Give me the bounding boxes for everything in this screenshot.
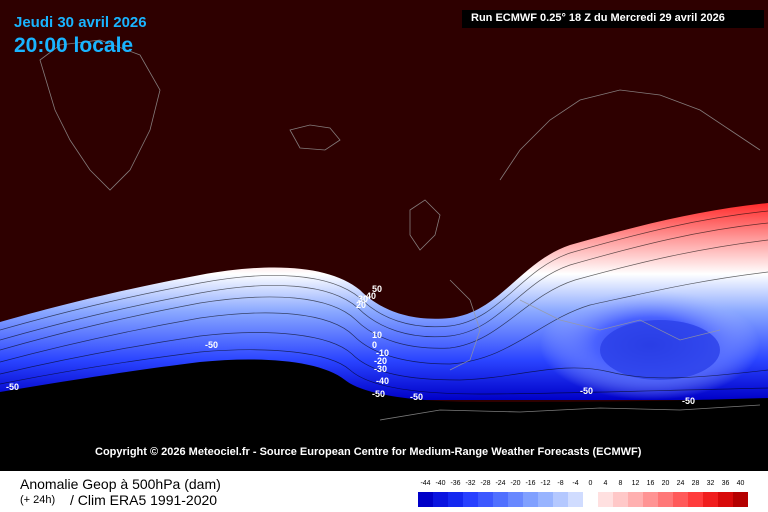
contour-label: -50 — [205, 340, 218, 350]
color-scale — [418, 492, 748, 507]
color-scale-swatch — [493, 492, 508, 507]
color-scale-swatch — [553, 492, 568, 507]
color-scale-swatch — [733, 492, 748, 507]
contour-label-group: 50 40 30 20 10 0 -10 -20 -30 -40 -50 -50… — [6, 284, 695, 406]
contour-label: -50 — [682, 396, 695, 406]
contour-label: 20 — [356, 300, 366, 310]
color-scale-tick-label: -8 — [557, 480, 564, 487]
color-scale-swatch — [433, 492, 448, 507]
color-scale-swatch — [568, 492, 583, 507]
contour-label: -30 — [374, 364, 387, 374]
legend-lead-time: (+ 24h) — [20, 494, 56, 506]
run-label-box — [462, 10, 764, 28]
contour-label: 0 — [372, 340, 377, 350]
forecast-time: 20:00 locale — [14, 34, 134, 57]
color-scale-tick-label: 4 — [603, 480, 608, 487]
color-scale-swatch — [463, 492, 478, 507]
color-scale-tick-label: 16 — [646, 480, 655, 487]
color-scale-tick-label: 8 — [618, 480, 623, 487]
color-scale-tick-label: -4 — [572, 480, 579, 487]
color-scale-tick-label: 24 — [676, 480, 685, 487]
color-scale-swatch — [673, 492, 688, 507]
copyright-notice: Copyright © 2026 Meteociel.fr - Source E… — [95, 446, 642, 458]
contour-label: -50 — [6, 382, 19, 392]
color-scale-tick-label: -32 — [465, 480, 476, 487]
color-scale-swatch — [598, 492, 613, 507]
color-scale-tick-label: 0 — [588, 480, 593, 487]
color-scale-swatch — [658, 492, 673, 507]
color-scale-swatch — [628, 492, 643, 507]
color-scale-swatch — [478, 492, 493, 507]
contour-lines — [0, 210, 768, 395]
color-scale-tick-label: -44 — [420, 480, 431, 487]
contour-label: 40 — [366, 291, 376, 301]
south-region — [0, 359, 768, 471]
color-scale-tick-label: 20 — [661, 480, 670, 487]
color-scale-tick-label: -40 — [435, 480, 446, 487]
contour-label: 10 — [372, 330, 382, 340]
color-scale-swatch — [583, 492, 598, 507]
color-scale-tick-label: -28 — [480, 480, 491, 487]
color-scale-tick-label: -16 — [525, 480, 536, 487]
color-scale-swatch — [523, 492, 538, 507]
run-label: Run ECMWF 0.25° 18 Z du Mercredi 29 avri… — [471, 12, 725, 24]
color-scale-tick-label: 28 — [691, 480, 700, 487]
color-scale-tick-label: -36 — [450, 480, 461, 487]
color-scale-tick-label: -20 — [510, 480, 521, 487]
color-scale-swatch — [538, 492, 553, 507]
legend-title: Anomalie Geop à 500hPa (dam) — [20, 476, 221, 492]
color-scale-tick-label: -24 — [495, 480, 506, 487]
color-scale-tick-label: 36 — [721, 480, 730, 487]
color-scale-swatch — [613, 492, 628, 507]
contour-label: -50 — [410, 392, 423, 402]
coastlines — [39, 39, 761, 421]
color-scale-swatch — [508, 492, 523, 507]
color-scale-tick-label: -12 — [540, 480, 551, 487]
forecast-date: Jeudi 30 avril 2026 — [14, 14, 147, 31]
contour-label: -10 — [376, 348, 389, 358]
color-scale-swatch — [418, 492, 433, 507]
color-scale-tick-label: 32 — [706, 480, 715, 487]
contour-label: -40 — [376, 376, 389, 386]
contour-label: -20 — [374, 356, 387, 366]
color-scale-swatch — [718, 492, 733, 507]
color-scale-swatch — [688, 492, 703, 507]
color-scale-tick-label: 12 — [631, 480, 640, 487]
color-scale-swatch — [643, 492, 658, 507]
color-scale-swatch — [703, 492, 718, 507]
contour-label: -50 — [580, 386, 593, 396]
color-scale-tick-label: 40 — [736, 480, 745, 487]
color-scale-swatch — [448, 492, 463, 507]
contour-label: 30 — [358, 294, 368, 304]
contour-label: 50 — [372, 284, 382, 294]
contour-label: -50 — [372, 389, 385, 399]
legend-climatology: / Clim ERA5 1991-2020 — [70, 492, 218, 508]
anomaly-map: 50 40 30 20 10 0 -10 -20 -30 -40 -50 -50… — [0, 0, 768, 471]
color-scale-ticks: -44 -40 -36 -32 -28 -24 -20 -16 -12 -8 -4 0 4 8 12 16 20… — [418, 480, 748, 490]
